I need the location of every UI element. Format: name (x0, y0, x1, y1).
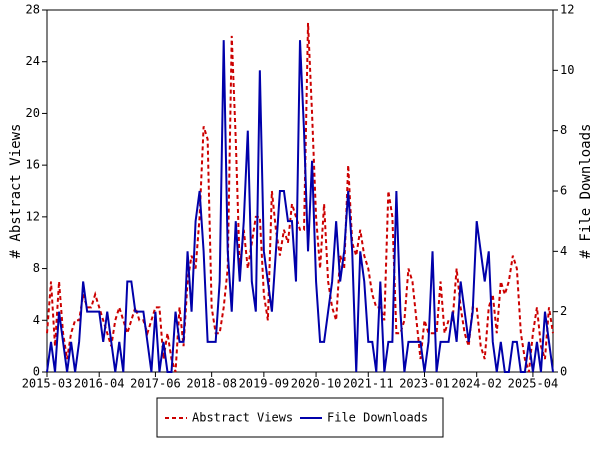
x-tick-label: 2015-03 (22, 377, 73, 391)
legend-label: File Downloads (327, 411, 428, 425)
y2-tick-label: 12 (560, 3, 574, 17)
y-tick-label: 8 (33, 261, 40, 275)
y2-tick-label: 6 (560, 184, 567, 198)
legend-box (156, 397, 444, 438)
y-tick-label: 28 (26, 3, 40, 17)
y-tick-label: 4 (33, 313, 40, 327)
y-tick-label: 0 (33, 365, 40, 379)
x-tick-label: 2019-09 (239, 377, 290, 391)
legend-label: Abstract Views (192, 411, 293, 425)
y2-tick-label: 0 (560, 365, 567, 379)
x-tick-label: 2024-02 (451, 377, 502, 391)
y-tick-label: 16 (26, 158, 40, 172)
y-axis-label: # Abstract Views (8, 124, 24, 259)
y2-tick-label: 10 (560, 63, 574, 77)
y-tick-label: 20 (26, 106, 40, 120)
y2-axis-label: # File Downloads (578, 124, 594, 259)
series-line (46, 22, 554, 373)
series-line (46, 40, 554, 373)
x-tick-label: 2016-04 (74, 377, 125, 391)
y-tick-label: 12 (26, 209, 40, 223)
x-tick-label: 2025-04 (508, 377, 559, 391)
y-tick-label: 24 (26, 54, 40, 68)
y2-tick-label: 4 (560, 244, 567, 258)
x-tick-label: 2021-11 (343, 377, 394, 391)
y2-tick-label: 8 (560, 123, 567, 137)
x-tick-label: 2020-10 (291, 377, 342, 391)
x-tick-label: 2023-01 (399, 377, 450, 391)
y2-tick-label: 2 (560, 304, 567, 318)
x-tick-label: 2018-08 (186, 377, 237, 391)
x-tick-label: 2017-06 (130, 377, 181, 391)
